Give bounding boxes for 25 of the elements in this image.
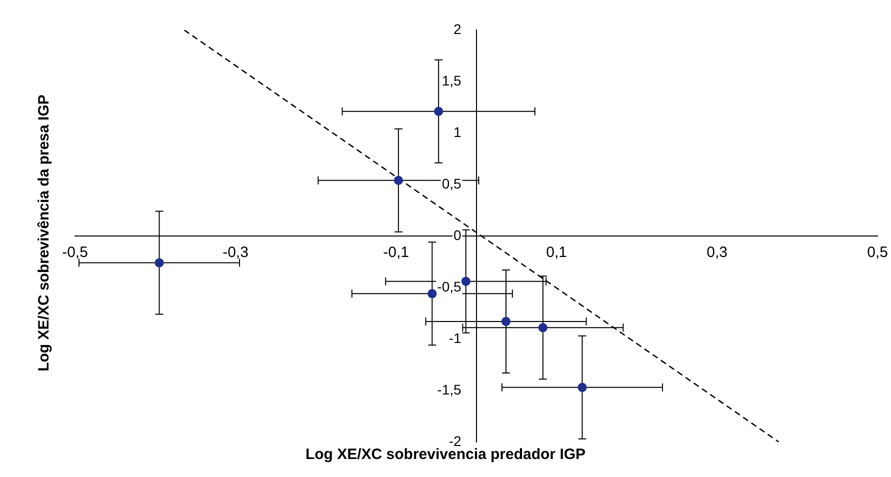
point [578,382,587,392]
point [461,276,470,286]
y-tick-label: -1,5 [437,381,462,398]
x-tick-label: -0,5 [62,244,88,262]
y-tick-label: -0,5 [437,278,462,294]
point [428,289,437,298]
y-tick-label: -2 [448,432,462,449]
x-tick-label: 0,5 [867,244,888,262]
point [538,323,548,332]
y-tick-label: 1 [453,124,462,140]
y-tick-label: -1 [448,330,462,346]
y-tick-label: 2 [453,20,462,37]
y-tick-label: 0 [453,226,462,243]
x-tick-label: -0,1 [383,244,409,262]
x-tick-label: 0,1 [546,244,567,262]
point [394,176,403,185]
x-tick-label: -0,3 [222,244,248,262]
y-axis-title: Log XE/XC sobrevivência da presa IGP [36,94,52,374]
point [501,316,510,326]
point [154,258,164,268]
x-axis-title: Log XE/XC sobrevivencia predador IGP [304,446,587,463]
x-tick-label: 0,3 [706,244,728,262]
point [434,106,444,116]
y-tick-label: 1,5 [442,72,462,88]
y-tick-label: 0,5 [442,175,462,192]
